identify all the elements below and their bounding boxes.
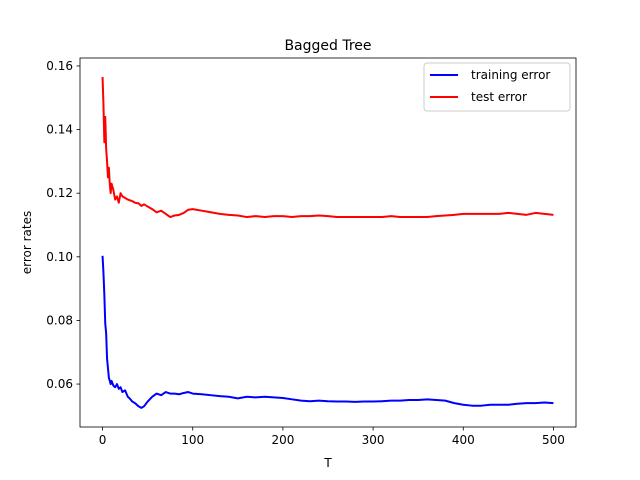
legend: training error test error (423, 62, 571, 112)
x-tick-label: 300 (362, 433, 385, 447)
series-line-test-error (101, 77, 554, 219)
y-tick-label: 0.12 (46, 186, 73, 200)
legend-label-test-error: test error (471, 90, 527, 104)
x-tick-label: 100 (181, 433, 204, 447)
plot-frame (79, 57, 577, 428)
series-line-training-error (101, 255, 554, 409)
plot-lines (101, 77, 554, 409)
chart-title: Bagged Tree (284, 38, 371, 54)
y-tick-label: 0.14 (46, 123, 73, 137)
x-tick-label: 500 (542, 433, 565, 447)
x-axis-label: T (323, 456, 332, 470)
x-tick-label: 200 (271, 433, 294, 447)
y-tick-label: 0.08 (46, 313, 73, 327)
y-tick-label: 0.06 (46, 377, 73, 391)
y-tick-label: 0.16 (46, 59, 73, 73)
x-axis-ticks: 0 100 200 300 400 500 (99, 427, 565, 447)
legend-box (423, 62, 571, 112)
y-axis-ticks: 0.06 0.08 0.10 0.12 0.14 0.16 (46, 59, 80, 391)
y-axis-label: error rates (20, 211, 34, 275)
x-tick-label: 0 (99, 433, 107, 447)
x-tick-label: 400 (452, 433, 475, 447)
legend-label-training-error: training error (471, 68, 550, 82)
y-tick-label: 0.10 (46, 250, 73, 264)
